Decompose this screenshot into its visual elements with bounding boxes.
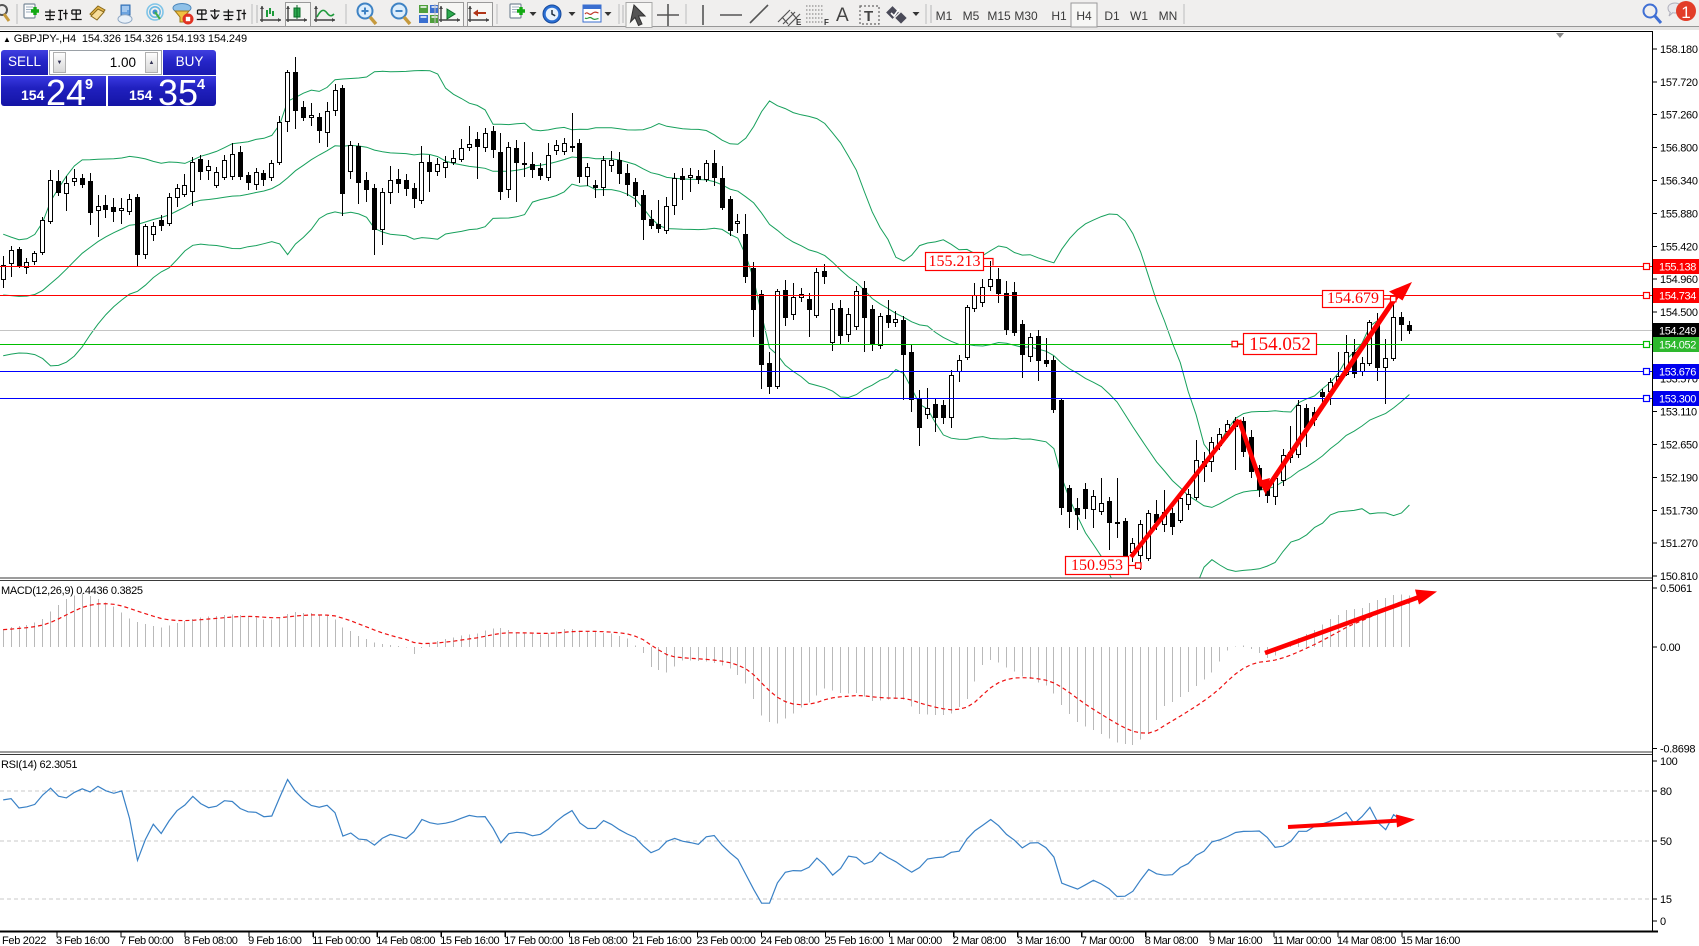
svg-text:154.679: 154.679 — [1327, 290, 1379, 307]
svg-text:11 Feb 00:00: 11 Feb 00:00 — [312, 935, 370, 946]
svg-text:2 Mar 08:00: 2 Mar 08:00 — [953, 935, 1007, 946]
svg-text:153.110: 153.110 — [1660, 407, 1697, 419]
svg-text:9 Mar 16:00: 9 Mar 16:00 — [1209, 935, 1263, 946]
svg-text:18 Feb 08:00: 18 Feb 08:00 — [568, 935, 627, 946]
svg-text:1: 1 — [1681, 3, 1690, 22]
svg-text:154.500: 154.500 — [1660, 307, 1698, 319]
svg-text:151.730: 151.730 — [1660, 505, 1698, 517]
svg-text:154.960: 154.960 — [1660, 274, 1698, 286]
svg-text:3 Mar 16:00: 3 Mar 16:00 — [1017, 935, 1071, 946]
svg-text:M15: M15 — [987, 9, 1011, 23]
svg-text:15: 15 — [1660, 894, 1672, 906]
svg-text:150.810: 150.810 — [1660, 571, 1698, 583]
svg-text:Feb 2022: Feb 2022 — [2, 935, 46, 946]
svg-text:E: E — [796, 18, 802, 27]
svg-text:155.880: 155.880 — [1660, 208, 1698, 220]
svg-text:7 Mar 00:00: 7 Mar 00:00 — [1081, 935, 1135, 946]
svg-text:154.734: 154.734 — [1659, 291, 1696, 303]
svg-text:MACD(12,26,9) 0.4436 0.3825: MACD(12,26,9) 0.4436 0.3825 — [1, 585, 143, 597]
svg-text:T: T — [864, 8, 873, 25]
svg-text:RSI(14) 62.3051: RSI(14) 62.3051 — [1, 759, 77, 771]
svg-text:154.249: 154.249 — [1659, 326, 1696, 338]
svg-text:15 Feb 16:00: 15 Feb 16:00 — [440, 935, 499, 946]
svg-text:156.340: 156.340 — [1660, 176, 1698, 188]
svg-text:-0.8698: -0.8698 — [1660, 743, 1695, 755]
svg-text:8 Feb 08:00: 8 Feb 08:00 — [184, 935, 238, 946]
svg-text:151.270: 151.270 — [1660, 538, 1698, 550]
svg-text:MN: MN — [1159, 9, 1178, 23]
svg-text:157.260: 157.260 — [1660, 110, 1698, 122]
svg-text:1 Mar 00:00: 1 Mar 00:00 — [889, 935, 943, 946]
svg-text:H1: H1 — [1051, 9, 1067, 23]
svg-text:9 Feb 16:00: 9 Feb 16:00 — [248, 935, 302, 946]
svg-text:14 Feb 08:00: 14 Feb 08:00 — [376, 935, 435, 946]
svg-text:50: 50 — [1660, 836, 1672, 848]
svg-text:155.420: 155.420 — [1660, 241, 1698, 253]
svg-text:M30: M30 — [1014, 9, 1038, 23]
svg-text:14 Mar 08:00: 14 Mar 08:00 — [1337, 935, 1396, 946]
svg-text:152.650: 152.650 — [1660, 440, 1698, 452]
svg-text:154.052: 154.052 — [1659, 340, 1696, 352]
svg-text:150.953: 150.953 — [1071, 557, 1123, 574]
svg-text:153.676: 153.676 — [1659, 367, 1696, 379]
svg-text:155.138: 155.138 — [1659, 262, 1696, 274]
svg-text:80: 80 — [1660, 786, 1672, 798]
svg-text:0: 0 — [1660, 916, 1666, 928]
svg-text:0.00: 0.00 — [1660, 642, 1680, 654]
svg-text:11 Mar 00:00: 11 Mar 00:00 — [1273, 935, 1331, 946]
svg-text:153.300: 153.300 — [1659, 394, 1696, 406]
svg-text:F: F — [824, 18, 829, 27]
svg-text:15 Mar 16:00: 15 Mar 16:00 — [1401, 935, 1460, 946]
svg-text:25 Feb 16:00: 25 Feb 16:00 — [825, 935, 884, 946]
svg-text:0.5061: 0.5061 — [1660, 583, 1692, 595]
svg-text:21 Feb 16:00: 21 Feb 16:00 — [632, 935, 691, 946]
svg-text:157.720: 157.720 — [1660, 77, 1698, 89]
svg-text:8 Mar 08:00: 8 Mar 08:00 — [1145, 935, 1199, 946]
svg-text:100: 100 — [1660, 756, 1678, 768]
svg-text:A: A — [836, 5, 849, 26]
svg-text:M5: M5 — [963, 9, 980, 23]
svg-text:M1: M1 — [936, 9, 953, 23]
svg-text:23 Feb 00:00: 23 Feb 00:00 — [697, 935, 756, 946]
svg-text:156.800: 156.800 — [1660, 143, 1698, 155]
svg-text:155.213: 155.213 — [929, 253, 981, 270]
svg-text:7 Feb 00:00: 7 Feb 00:00 — [120, 935, 174, 946]
svg-text:D1: D1 — [1104, 9, 1120, 23]
svg-text:24 Feb 08:00: 24 Feb 08:00 — [761, 935, 820, 946]
svg-text:152.190: 152.190 — [1660, 472, 1698, 484]
svg-text:W1: W1 — [1130, 9, 1148, 23]
svg-text:158.180: 158.180 — [1660, 44, 1698, 56]
svg-text:154.052: 154.052 — [1249, 334, 1311, 355]
svg-text:17 Feb 00:00: 17 Feb 00:00 — [504, 935, 563, 946]
svg-text:3 Feb 16:00: 3 Feb 16:00 — [56, 935, 110, 946]
svg-text:H4: H4 — [1076, 9, 1092, 23]
